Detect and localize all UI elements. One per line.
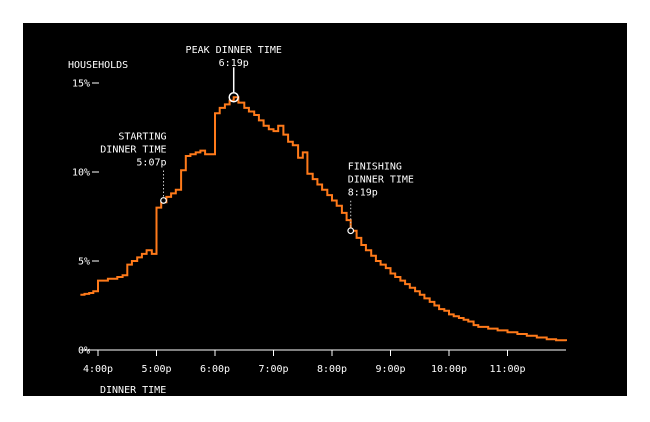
annotation-starting: STARTING DINNER TIME 5:07p (100, 131, 167, 204)
y-tick-label: 10% (72, 168, 90, 179)
y-axis-label: HOUSEHOLDS (68, 60, 128, 71)
x-tick-label: 9:00p (375, 364, 405, 375)
y-tick-label: 15% (72, 79, 90, 90)
annotation-text: FINISHING (348, 162, 402, 173)
annotation-marker (347, 227, 355, 235)
y-tick-label: 0% (78, 346, 90, 357)
x-tick-label: 10:00p (431, 364, 467, 375)
annotation-text: 8:19p (348, 188, 378, 199)
annotation-text: DINNER TIME (348, 175, 414, 186)
annotation-finishing: FINISHING DINNER TIME 8:19p (347, 162, 414, 235)
x-tick-label: 11:00p (489, 364, 525, 375)
series-layer (80, 96, 567, 342)
x-tick-label: 4:00p (83, 364, 113, 375)
x-tick-label: 5:00p (141, 364, 171, 375)
dinner-time-chart: 0% 5% 10% 15% 4:00p 5:00p 6:00p 7:00p 8:00p 9:00… (68, 45, 567, 396)
annotation-text: DINNER TIME (100, 144, 166, 155)
annotation-text: STARTING (118, 131, 166, 142)
x-axis-label: DINNER TIME (100, 385, 166, 396)
annotation-text: 5:07p (136, 157, 166, 168)
annotation-text: PEAK DINNER TIME (186, 45, 282, 56)
annotation-marker (160, 197, 167, 204)
y-ticks: 0% 5% 10% 15% (72, 79, 99, 357)
x-ticks: 4:00p 5:00p 6:00p 7:00p 8:00p 9:00p 10:00p 11:0… (83, 350, 526, 375)
y-tick-label: 5% (78, 257, 90, 268)
axes: 0% 5% 10% 15% 4:00p 5:00p 6:00p 7:00p 8:00p 9:00… (68, 60, 566, 396)
x-tick-label: 6:00p (200, 364, 230, 375)
x-tick-label: 8:00p (317, 364, 347, 375)
chart-panel: 0% 5% 10% 15% 4:00p 5:00p 6:00p 7:00p 8:00p 9:00… (23, 23, 627, 396)
annotation-marker (228, 91, 239, 103)
annotation-peak: PEAK DINNER TIME 6:19p (186, 45, 282, 103)
series-line (80, 96, 567, 342)
x-tick-label: 7:00p (258, 364, 288, 375)
annotation-text: 6:19p (219, 58, 249, 69)
annotation-layer: PEAK DINNER TIME 6:19p STARTING DINNER TIME… (100, 45, 414, 235)
